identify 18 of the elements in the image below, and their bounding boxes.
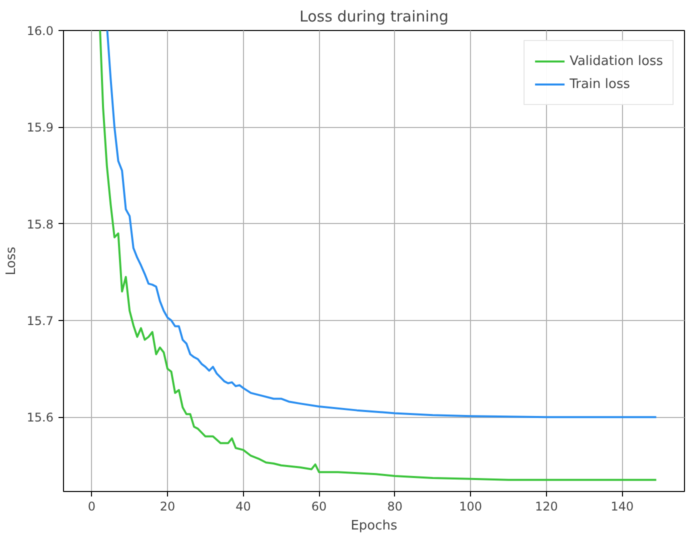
y-tick-label: 15.8: [26, 217, 54, 232]
x-tick-label: 0: [88, 500, 96, 514]
legend-label: Validation loss: [570, 54, 663, 68]
x-tick-label: 80: [387, 500, 402, 514]
y-tick-label: 15.6: [26, 410, 54, 425]
x-tick-label: 40: [236, 500, 251, 514]
chart-title: Loss during training: [300, 8, 448, 26]
legend-label: Train loss: [570, 76, 630, 92]
x-tick-label: 20: [160, 500, 176, 514]
y-axis-title: Loss: [4, 246, 19, 276]
y-tick-label: 15.9: [26, 120, 54, 135]
x-tick-label: 120: [534, 500, 558, 514]
y-tick-label: 15.7: [26, 314, 54, 328]
x-tick-label: 140: [610, 500, 634, 514]
x-tick-label: 100: [459, 500, 482, 514]
x-tick-label: 60: [311, 500, 327, 514]
x-axis-title: Epochs: [350, 518, 398, 534]
y-tick-label: 16.0: [26, 24, 54, 38]
